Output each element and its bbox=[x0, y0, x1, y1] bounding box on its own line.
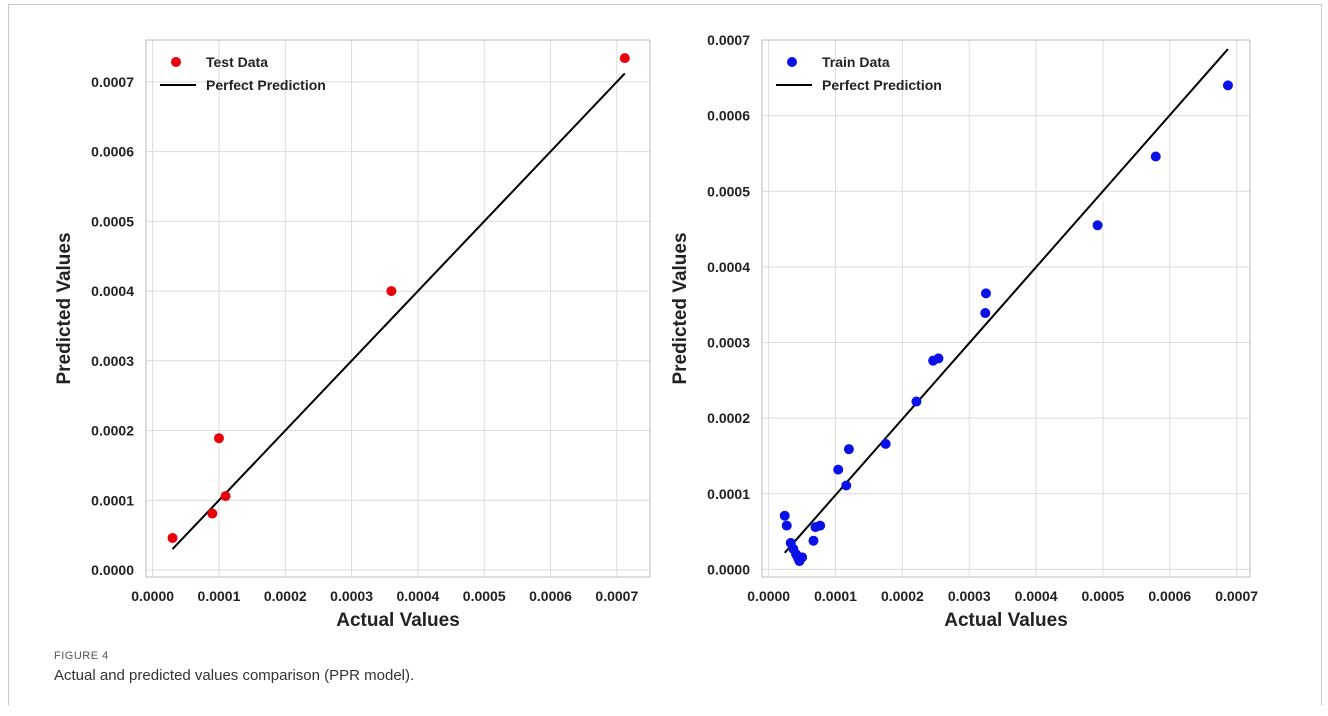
data-point bbox=[1222, 80, 1233, 91]
y-tick-label: 0.0003 bbox=[91, 353, 134, 369]
plot-border bbox=[145, 39, 651, 578]
legend-label: Perfect Prediction bbox=[206, 77, 326, 93]
data-point bbox=[619, 53, 630, 64]
x-tick-label: 0.0004 bbox=[1015, 588, 1058, 604]
chart-panel-2: 0.0000 0.0001 0.0002 0.0003 0.0004 0.0005 0.00… bbox=[670, 32, 1258, 631]
data-point bbox=[781, 520, 792, 531]
data-point bbox=[1092, 220, 1103, 231]
data-point bbox=[797, 552, 808, 563]
x-tick-label: 0.0002 bbox=[881, 588, 924, 604]
figure-frame bbox=[8, 4, 1322, 705]
y-tick-label: 0.0003 bbox=[707, 335, 750, 351]
y-tick-label: 0.0004 bbox=[91, 283, 134, 299]
y-tick-label: 0.0002 bbox=[707, 410, 750, 426]
data-point bbox=[386, 286, 397, 297]
y-tick-label: 0.0005 bbox=[91, 213, 134, 229]
y-tick-label: 0.0000 bbox=[707, 561, 750, 577]
x-tick-label: 0.0004 bbox=[396, 588, 439, 604]
legend-marker bbox=[787, 57, 797, 67]
y-tick-label: 0.0000 bbox=[91, 562, 134, 578]
x-tick-label: 0.0005 bbox=[463, 588, 506, 604]
data-point bbox=[843, 444, 854, 455]
legend-label: Train Data bbox=[822, 54, 890, 70]
y-axis-title: Predicted Values bbox=[54, 232, 75, 384]
perfect-prediction-line bbox=[171, 72, 626, 550]
y-tick-label: 0.0002 bbox=[91, 423, 134, 439]
plot-border bbox=[761, 39, 1251, 578]
data-point bbox=[980, 288, 991, 299]
x-tick-label: 0.0003 bbox=[330, 588, 373, 604]
chart-panel-1: 0.0000 0.0001 0.0002 0.0003 0.0004 0.0005 0.00… bbox=[54, 39, 651, 631]
figure-caption: Actual and predicted values comparison (… bbox=[54, 667, 415, 684]
x-tick-label: 0.0007 bbox=[1215, 588, 1258, 604]
data-point bbox=[880, 438, 891, 449]
data-point bbox=[841, 480, 852, 491]
data-point bbox=[220, 491, 231, 502]
x-tick-label: 0.0000 bbox=[131, 588, 174, 604]
data-point bbox=[933, 353, 944, 364]
data-point bbox=[213, 433, 224, 444]
data-point bbox=[815, 520, 826, 531]
data-point bbox=[911, 396, 922, 407]
x-tick-label: 0.0002 bbox=[264, 588, 307, 604]
y-tick-label: 0.0004 bbox=[707, 259, 750, 275]
x-axis-title: Actual Values bbox=[336, 610, 460, 631]
x-tick-label: 0.0000 bbox=[747, 588, 790, 604]
x-tick-label: 0.0006 bbox=[1148, 588, 1191, 604]
y-tick-label: 0.0001 bbox=[707, 486, 750, 502]
perfect-prediction-line bbox=[783, 48, 1229, 554]
data-point bbox=[167, 532, 178, 543]
y-tick-label: 0.0005 bbox=[707, 183, 750, 199]
legend-label: Test Data bbox=[206, 54, 268, 70]
legend-marker bbox=[171, 57, 181, 67]
y-axis-title: Predicted Values bbox=[670, 232, 691, 384]
x-axis-title: Actual Values bbox=[944, 610, 1068, 631]
data-point bbox=[207, 508, 218, 519]
data-point bbox=[833, 464, 844, 475]
y-tick-label: 0.0001 bbox=[91, 492, 134, 508]
x-tick-label: 0.0001 bbox=[198, 588, 241, 604]
x-tick-label: 0.0001 bbox=[814, 588, 857, 604]
figure-label: FIGURE 4 bbox=[54, 650, 109, 662]
y-tick-label: 0.0007 bbox=[707, 32, 750, 48]
data-point bbox=[779, 510, 790, 521]
x-tick-label: 0.0003 bbox=[948, 588, 991, 604]
y-tick-label: 0.0007 bbox=[91, 74, 134, 90]
x-tick-label: 0.0007 bbox=[595, 588, 638, 604]
data-point bbox=[1150, 151, 1161, 162]
x-tick-label: 0.0005 bbox=[1082, 588, 1125, 604]
x-tick-label: 0.0006 bbox=[529, 588, 572, 604]
data-point bbox=[808, 535, 819, 546]
y-tick-label: 0.0006 bbox=[91, 144, 134, 160]
legend-label: Perfect Prediction bbox=[822, 77, 942, 93]
y-tick-label: 0.0006 bbox=[707, 108, 750, 124]
data-point bbox=[980, 308, 991, 319]
